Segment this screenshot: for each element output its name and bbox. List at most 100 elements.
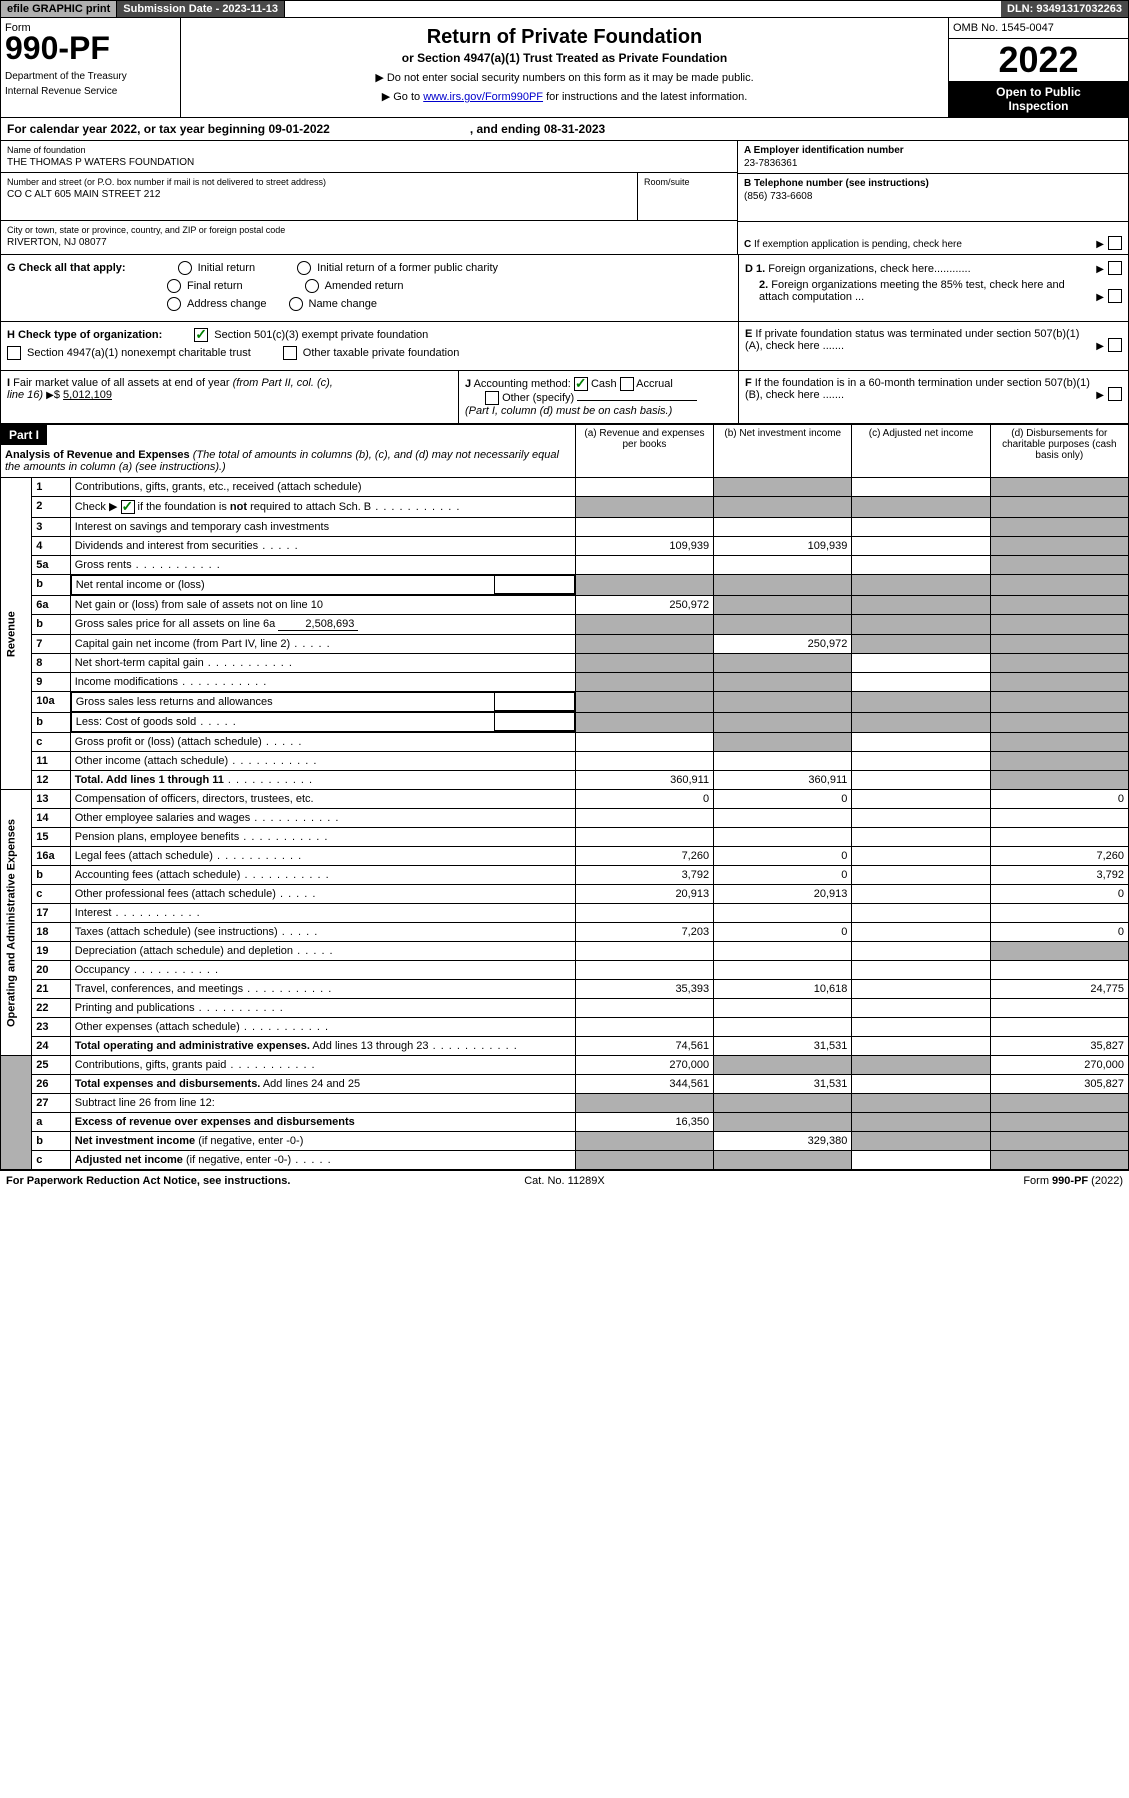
4947a1-label: Section 4947(a)(1) nonexempt charitable … [27, 347, 251, 359]
address-change-radio[interactable] [167, 297, 181, 311]
amended-return-label: Amended return [325, 280, 404, 292]
amended-return-radio[interactable] [305, 279, 319, 293]
final-return-radio[interactable] [167, 279, 181, 293]
table-row: Operating and Administrative Expenses 13… [1, 790, 1129, 809]
address-value: CO C ALT 605 MAIN STREET 212 [7, 189, 637, 200]
arrow-icon [1096, 389, 1104, 401]
arrow-icon [1096, 291, 1104, 303]
irs-link[interactable]: www.irs.gov/Form990PF [423, 91, 543, 103]
table-row: 21Travel, conferences, and meetings35,39… [1, 980, 1129, 999]
other-taxable-checkbox[interactable] [283, 346, 297, 360]
open-public-badge: Open to PublicInspection [949, 81, 1128, 117]
schb-checkbox[interactable] [121, 500, 135, 514]
other-method-checkbox[interactable] [485, 391, 499, 405]
footer-left: For Paperwork Reduction Act Notice, see … [6, 1175, 290, 1187]
tax-year: 2022 [949, 39, 1128, 81]
d2-label: 2. Foreign organizations meeting the 85%… [745, 279, 1092, 303]
exemption-checkbox[interactable] [1108, 236, 1122, 250]
table-row: 24Total operating and administrative exp… [1, 1037, 1129, 1056]
table-row: 15Pension plans, employee benefits [1, 828, 1129, 847]
other-method-label: Other (specify) [502, 392, 574, 404]
name-label: Name of foundation [7, 145, 731, 155]
form-header: Form 990-PF Department of the Treasury I… [0, 18, 1129, 118]
501c3-label: Section 501(c)(3) exempt private foundat… [214, 329, 428, 341]
exemption-pending-label: C If exemption application is pending, c… [744, 239, 1092, 250]
dept-treasury: Department of the Treasury [5, 71, 176, 82]
cash-label: Cash [591, 378, 617, 390]
foundation-name: THE THOMAS P WATERS FOUNDATION [7, 157, 731, 168]
table-row: 14Other employee salaries and wages [1, 809, 1129, 828]
page-footer: For Paperwork Reduction Act Notice, see … [0, 1170, 1129, 1191]
arrow-icon [46, 389, 54, 401]
city-label: City or town, state or province, country… [7, 225, 731, 235]
e-checkbox[interactable] [1108, 338, 1122, 352]
expenses-side-label: Operating and Administrative Expenses [1, 790, 32, 1056]
table-row: Revenue 1Contributions, gifts, grants, e… [1, 478, 1129, 497]
table-row: bAccounting fees (attach schedule)3,7920… [1, 866, 1129, 885]
table-row: 5aGross rents [1, 556, 1129, 575]
footer-form-ref: Form 990-PF (2022) [751, 1175, 1123, 1187]
efile-print-button[interactable]: efile GRAPHIC print [1, 1, 117, 17]
col-b-header: (b) Net investment income [714, 425, 852, 478]
table-row: bLess: Cost of goods sold [1, 712, 1129, 733]
room-label: Room/suite [644, 177, 731, 187]
4947a1-checkbox[interactable] [7, 346, 21, 360]
table-row: 7Capital gain net income (from Part IV, … [1, 635, 1129, 654]
table-row: 25Contributions, gifts, grants paid270,0… [1, 1056, 1129, 1075]
arrow-icon [1096, 340, 1104, 352]
part-i-title: Analysis of Revenue and Expenses [5, 449, 190, 461]
name-change-radio[interactable] [289, 297, 303, 311]
table-row: 20Occupancy [1, 961, 1129, 980]
top-bar: efile GRAPHIC print Submission Date - 20… [0, 0, 1129, 18]
initial-former-radio[interactable] [297, 261, 311, 275]
501c3-checkbox[interactable] [194, 328, 208, 342]
cash-checkbox[interactable] [574, 377, 588, 391]
ein-value: 23-7836361 [744, 158, 1122, 169]
part-i-header: Part I [1, 425, 47, 445]
table-row: 26Total expenses and disbursements. Add … [1, 1075, 1129, 1094]
f-label: F If the foundation is in a 60-month ter… [745, 377, 1092, 401]
arrow-icon [1096, 263, 1104, 275]
initial-return-radio[interactable] [178, 261, 192, 275]
j-label: Accounting method: [474, 378, 571, 390]
page-subtitle: or Section 4947(a)(1) Trust Treated as P… [189, 51, 940, 65]
initial-former-label: Initial return of a former public charit… [317, 262, 498, 274]
table-row: 17Interest [1, 904, 1129, 923]
col-d-header: (d) Disbursements for charitable purpose… [990, 425, 1128, 478]
table-row: 4Dividends and interest from securities1… [1, 537, 1129, 556]
d1-label: D 1. Foreign organizations, check here..… [745, 263, 1092, 275]
form-number: 990-PF [5, 30, 176, 67]
d2-checkbox[interactable] [1108, 289, 1122, 303]
table-row: bGross sales price for all assets on lin… [1, 615, 1129, 635]
address-label: Number and street (or P.O. box number if… [7, 177, 637, 187]
dln-number: DLN: 93491317032263 [1001, 1, 1128, 17]
name-change-label: Name change [309, 298, 378, 310]
final-return-label: Final return [187, 280, 243, 292]
table-row: 18Taxes (attach schedule) (see instructi… [1, 923, 1129, 942]
other-taxable-label: Other taxable private foundation [303, 347, 460, 359]
table-row: 23Other expenses (attach schedule) [1, 1018, 1129, 1037]
f-checkbox[interactable] [1108, 387, 1122, 401]
table-row: 12Total. Add lines 1 through 11360,91136… [1, 771, 1129, 790]
table-row: 19Depreciation (attach schedule) and dep… [1, 942, 1129, 961]
col-a-header: (a) Revenue and expenses per books [575, 425, 713, 478]
ihj-section: I Fair market value of all assets at end… [0, 371, 1129, 424]
footer-cat-no: Cat. No. 11289X [378, 1175, 750, 1187]
col-c-header: (c) Adjusted net income [852, 425, 990, 478]
revenue-side-label: Revenue [1, 478, 32, 790]
check-section-h: H Check type of organization: Section 50… [0, 322, 1129, 371]
phone-value: (856) 733-6608 [744, 191, 1122, 202]
d1-checkbox[interactable] [1108, 261, 1122, 275]
table-row: 3Interest on savings and temporary cash … [1, 518, 1129, 537]
irs-label: Internal Revenue Service [5, 86, 176, 97]
table-row: cAdjusted net income (if negative, enter… [1, 1151, 1129, 1170]
i-value: 5,012,109 [63, 389, 112, 401]
table-row: 2Check ▶ if the foundation is not requir… [1, 497, 1129, 518]
accrual-checkbox[interactable] [620, 377, 634, 391]
arrow-icon [1096, 239, 1104, 250]
table-row: 27Subtract line 26 from line 12: [1, 1094, 1129, 1113]
table-row: 10aGross sales less returns and allowanc… [1, 692, 1129, 713]
g-label: G Check all that apply: [7, 262, 126, 274]
header-note-1: ▶ Do not enter social security numbers o… [189, 71, 940, 84]
phone-label: B Telephone number (see instructions) [744, 178, 1122, 189]
